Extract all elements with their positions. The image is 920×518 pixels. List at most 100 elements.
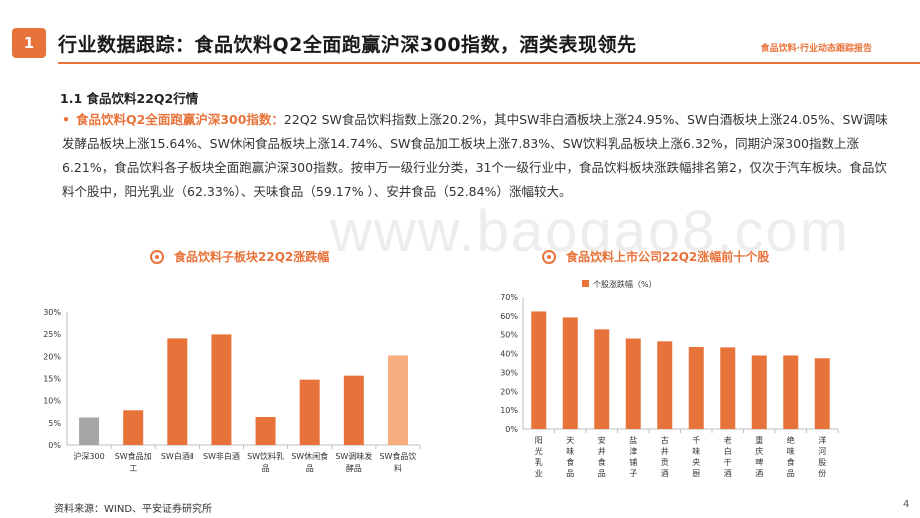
x-tick-label: SW非白酒 [203,451,240,461]
x-tick-label: 洋 [818,435,826,445]
watermark: www.baogao8.com [330,199,851,264]
x-tick-label: 老 [724,435,732,445]
x-tick-label: 品 [598,469,606,478]
source-note: 资料来源：WIND、平安证券研究所 [54,504,213,515]
x-tick-label: SW食品加 [115,451,152,461]
x-tick-label: 盐 [629,435,637,445]
x-tick-label: SW休闲食 [291,451,328,461]
chart2-title: 食品饮料上市公司22Q2涨幅前十个股 [542,248,769,265]
paragraph-body: 22Q2 SW食品饮料指数上涨20.2%，其中SW非白酒板块上涨24.95%、S… [62,112,888,199]
section-number-badge: 1 [12,28,46,58]
bar-8 [387,355,408,445]
x-tick-label: SW食品饮 [379,451,416,461]
bar-4 [211,334,232,445]
x-tick-label: 阳 [535,436,543,445]
x-tick-label: 啤 [755,457,763,467]
x-tick-label: 井 [598,446,606,456]
x-tick-label: 食 [598,457,606,467]
chart-top10-stocks: 0% 10% 20% 30% 40% 50% 60% 70% 个股涨跌幅（%） 阳光乳业 天味食品 安… [500,280,839,478]
legend-swatch [582,280,589,287]
x-tick-label: 铺 [629,457,637,467]
bar-8 [751,355,767,429]
target-icon [150,249,164,264]
x-tick-label: 工 [129,464,137,473]
x-tick-label: 安 [598,435,606,445]
summary-paragraph: • 食品饮料Q2全面跑赢沪深300指数：22Q2 SW食品饮料指数上涨20.2%，… [62,108,898,204]
x-tick-label: 白 [724,446,732,456]
x-tick-label: 古 [661,435,669,445]
x-tick-label: 厨 [692,469,700,478]
bar-6 [688,346,704,429]
x-tick-label: 业 [535,468,543,478]
x-tick-label: 食 [787,457,795,467]
bar-9 [783,355,799,429]
x-tick-label: 味 [787,446,795,456]
target-icon [542,249,556,264]
x-tick-label: 沪深300 [73,451,104,461]
bar-3 [167,338,188,445]
x-tick-label: 酵品 [346,464,362,473]
x-tick-label: 料 [394,463,402,473]
y-tick-label: 0% [48,441,61,450]
paragraph-highlight: 食品饮料Q2全面跑赢沪深300指数： [76,112,284,127]
x-tick-label: 股 [818,458,826,467]
bar-3 [594,329,610,429]
x-tick-label: 井 [661,446,669,456]
y-tick-label: 15% [43,375,61,384]
x-tick-label: 央 [692,457,700,467]
legend-label: 个股涨跌幅（%） [593,280,657,289]
x-tick-label: 干 [724,458,732,467]
bar-2 [123,410,144,445]
x-tick-label: SW饮料乳 [247,451,284,461]
x-tick-label: 重 [755,435,763,445]
x-tick-label: 品 [262,464,270,473]
y-tick-label: 30% [43,308,61,317]
x-tick-label: SW调味发 [335,451,372,461]
x-tick-label: 子 [629,469,637,478]
bar-10 [814,358,830,429]
y-tick-label: 25% [43,330,61,339]
bar-5 [657,341,673,429]
x-tick-label: 绝 [787,435,795,445]
x-tick-label: 味 [692,446,700,456]
x-tick-label: 品 [787,469,795,478]
chart1-title-text: 食品饮料子板块22Q2涨跌幅 [174,250,330,264]
x-tick-label: 品 [306,464,314,473]
y-tick-label: 10% [500,406,518,415]
bar-5 [255,416,276,445]
y-tick-label: 60% [500,312,518,321]
page-number: 4 [903,499,910,510]
y-tick-label: 40% [500,350,518,359]
x-tick-label: 河 [818,446,826,456]
y-tick-label: 0% [505,425,518,434]
x-tick-label: 酒 [755,469,763,478]
bullet-icon: • [62,112,70,127]
y-tick-label: 20% [43,352,61,361]
x-tick-label: SW白酒Ⅱ [161,451,194,461]
chart2-title-text: 食品饮料上市公司22Q2涨幅前十个股 [566,250,770,264]
report-brand: 食品饮料·行业动态跟踪报告 [760,44,872,54]
y-tick-label: 20% [500,387,518,396]
bar-7 [720,347,736,429]
y-tick-label: 5% [48,419,61,428]
x-tick-label: 光 [535,446,543,456]
x-tick-label: 酒 [661,469,669,478]
x-tick-label: 份 [818,468,826,478]
bar-1 [79,417,100,445]
x-tick-label: 乳 [535,457,543,467]
chart1-title: 食品饮料子板块22Q2涨跌幅 [150,248,329,265]
x-tick-label: 酒 [724,469,732,478]
page-header: 1 行业数据跟踪：食品饮料Q2全面跑赢沪深300指数，酒类表现领先 食品饮料·行… [0,0,920,64]
bar-7 [343,375,364,445]
y-tick-label: 50% [500,331,518,340]
y-tick-label: 70% [500,293,518,302]
x-tick-label: 天 [566,436,574,445]
x-tick-label: 庆 [755,446,763,456]
bar-4 [625,338,641,429]
x-tick-label: 津 [629,446,637,456]
page-title: 行业数据跟踪：食品饮料Q2全面跑赢沪深300指数，酒类表现领先 [58,34,637,56]
bar-1 [531,311,547,429]
section-subtitle: 1.1 食品饮料22Q2行情 [60,91,199,106]
x-tick-label: 千 [692,435,700,445]
x-tick-label: 贡 [661,458,669,467]
